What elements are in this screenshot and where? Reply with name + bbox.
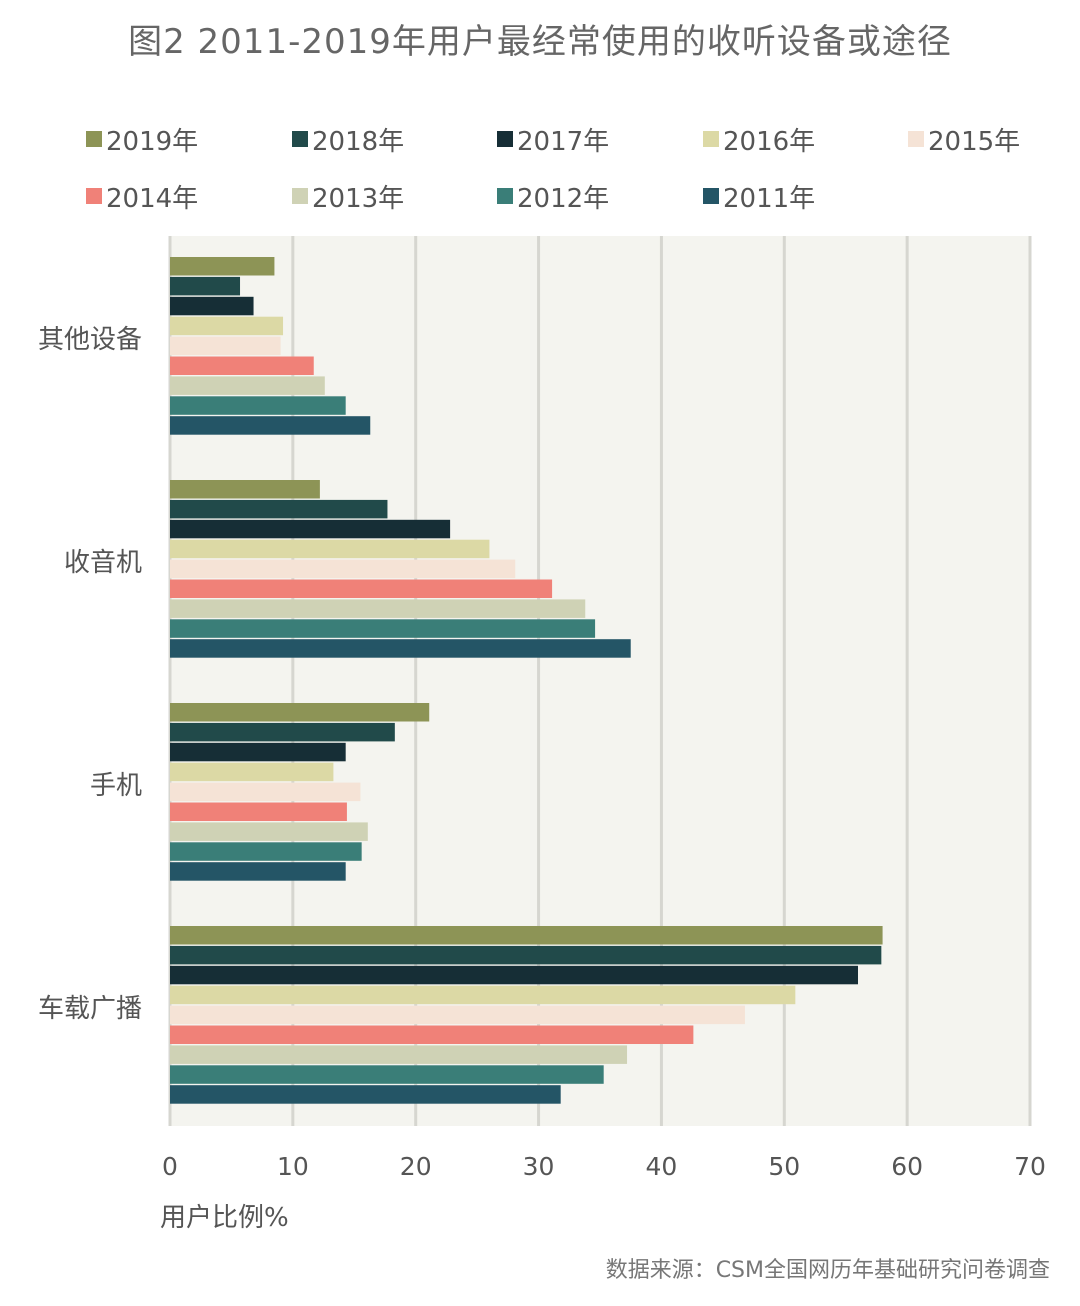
category-label: 收音机 [64, 548, 142, 578]
bar [170, 1005, 745, 1025]
bar [170, 862, 346, 881]
legend-label: 2017年 [517, 126, 610, 157]
legend-label: 2018年 [312, 126, 405, 157]
bar [170, 396, 346, 415]
bar [170, 296, 254, 316]
legend-swatch [292, 188, 308, 204]
x-tick-label: 70 [1014, 1152, 1046, 1181]
bar [170, 599, 586, 618]
legend-item: 2017年 [497, 123, 610, 157]
x-tick-label: 0 [162, 1152, 178, 1181]
bar [170, 1025, 694, 1044]
bar [170, 985, 796, 1005]
x-tick-label: 50 [768, 1152, 800, 1181]
legend-swatch [497, 188, 513, 204]
bar [170, 1085, 561, 1104]
bar [170, 480, 320, 499]
bar [170, 619, 596, 638]
bar [170, 945, 882, 965]
bar [170, 762, 334, 782]
x-tick-label: 30 [523, 1152, 555, 1181]
legend-item: 2011年 [703, 180, 816, 214]
legend-item: 2013年 [292, 180, 405, 214]
bar [170, 499, 388, 519]
bar [170, 782, 361, 802]
x-axis-label: 用户比例% [160, 1203, 289, 1233]
chart-title: 图2 2011-2019年用户最经常使用的收听设备或途径 [128, 22, 952, 62]
category-label: 手机 [90, 771, 142, 801]
bar [170, 539, 490, 559]
legend-swatch [703, 131, 719, 147]
bar [170, 842, 362, 861]
legend-swatch [703, 188, 719, 204]
legend-item: 2014年 [86, 180, 199, 214]
legend-item: 2012年 [497, 180, 610, 214]
bar [170, 376, 325, 395]
legend-item: 2019年 [86, 123, 199, 157]
bar [170, 336, 281, 356]
legend-label: 2019年 [106, 126, 199, 157]
bar [170, 416, 371, 435]
legend-swatch [497, 131, 513, 147]
bar [170, 742, 346, 762]
bar [170, 822, 368, 841]
category-label: 其他设备 [38, 325, 142, 355]
legend-swatch [908, 131, 924, 147]
bar [170, 316, 284, 336]
legend-item: 2015年 [908, 123, 1021, 157]
legend-item: 2018年 [292, 123, 405, 157]
x-tick-label: 60 [891, 1152, 923, 1181]
x-tick-label: 10 [277, 1152, 309, 1181]
bar [170, 356, 314, 375]
bar [170, 579, 553, 598]
legend-label: 2012年 [517, 183, 610, 214]
bar [170, 1065, 604, 1084]
bar [170, 559, 516, 579]
legend-swatch [292, 131, 308, 147]
x-tick-label: 40 [646, 1152, 678, 1181]
bar [170, 703, 430, 722]
legend-label: 2014年 [106, 183, 199, 214]
bar [170, 1045, 628, 1064]
bar [170, 802, 347, 821]
legend-item: 2016年 [703, 123, 816, 157]
bar [170, 276, 241, 296]
bar [170, 926, 883, 945]
bar [170, 257, 275, 276]
source-note: 数据来源：CSM全国网历年基础研究问卷调查 [605, 1258, 1050, 1283]
bar [170, 965, 858, 985]
bar [170, 722, 395, 742]
legend-label: 2013年 [312, 183, 405, 214]
legend-label: 2011年 [723, 183, 816, 214]
legend-label: 2016年 [723, 126, 816, 157]
bar [170, 519, 451, 539]
x-tick-label: 20 [400, 1152, 432, 1181]
legend-label: 2015年 [928, 126, 1021, 157]
category-label: 车载广播 [38, 994, 142, 1024]
bar [170, 639, 631, 658]
legend-swatch [86, 131, 102, 147]
legend-swatch [86, 188, 102, 204]
